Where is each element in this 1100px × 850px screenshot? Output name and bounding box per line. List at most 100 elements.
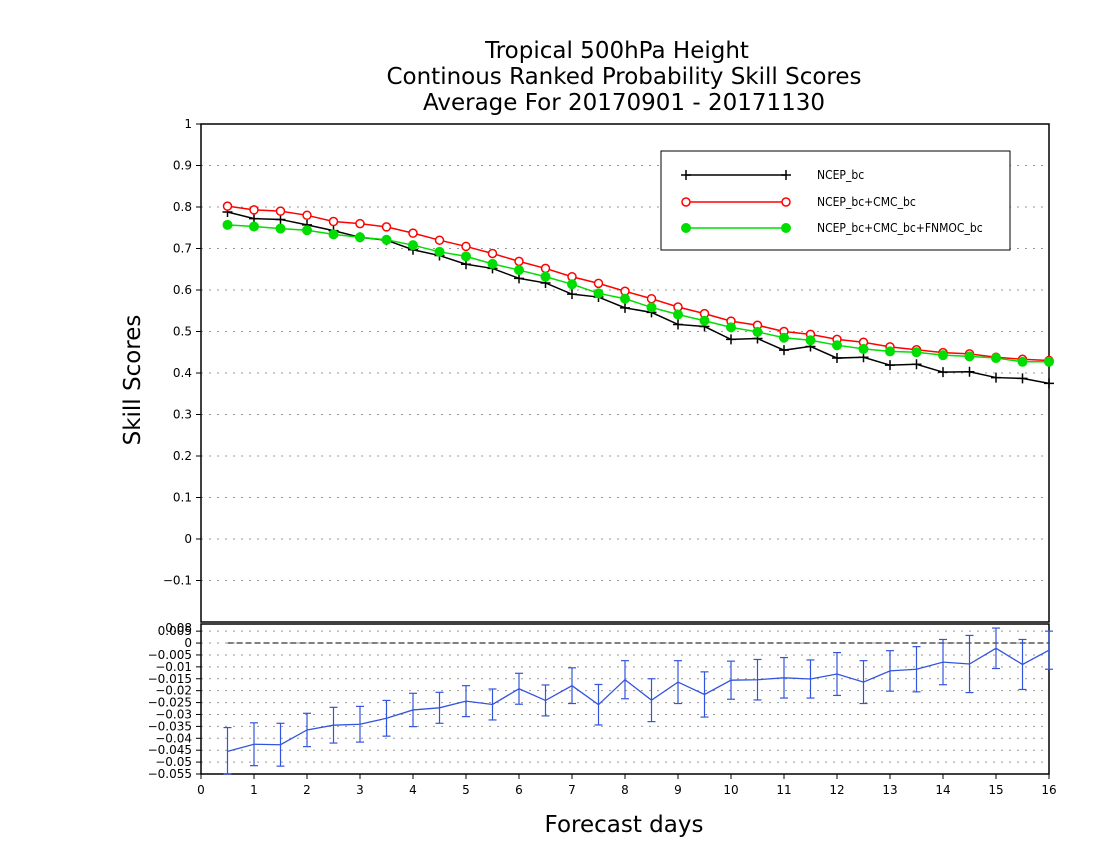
data-point [673,309,683,320]
data-point [964,351,975,362]
chart-title-line-3: Average For 20170901 - 20171130 [423,90,825,116]
data-point [302,210,312,221]
data-point [540,263,551,274]
y-tick-label: −0.055 [148,767,192,781]
legend-marker [781,170,791,180]
data-point [434,235,445,245]
data-point [646,293,657,304]
data-point [275,206,286,216]
data-point [249,205,259,215]
data-point [355,218,365,229]
data-point [302,225,312,236]
data-point [885,360,895,371]
y-tick-label: 0.8 [173,200,192,214]
difference-line [227,647,1050,753]
y-tick-label: 0 [184,636,192,650]
y-tick-label: −0.02 [155,684,192,698]
y-tick-label: 0.2 [173,449,192,463]
data-point [567,289,577,300]
data-point [832,340,842,351]
x-tick-label: 16 [1041,783,1056,797]
data-point [514,256,524,267]
data-point [328,229,339,240]
y-axis-label: Skill Scores [120,315,146,446]
y-tick-label: −0.05 [155,755,192,769]
data-point [408,228,418,238]
y-tick-label: −0.045 [148,743,192,757]
data-point [328,216,339,227]
y-tick-label: −0.015 [148,672,192,686]
y-tick-label-overlap: 0.08 [165,621,192,635]
data-point [514,265,524,276]
data-point [355,232,365,243]
x-tick-label: 7 [568,783,576,797]
data-point [1017,356,1028,367]
legend-marker [681,223,691,233]
data-point [381,234,392,245]
data-point [911,359,922,370]
x-tick-label: 13 [882,783,897,797]
data-point [593,278,604,289]
data-point [434,246,445,257]
x-tick-label: 3 [356,783,364,797]
x-tick-label: 14 [935,783,950,797]
data-point [381,222,392,232]
y-tick-label: 0.1 [173,491,192,505]
y-tick-label: −0.035 [148,719,192,733]
chart-title-line-2: Continous Ranked Probability Skill Score… [386,64,861,90]
legend-label-3: NCEP_bc+CMC_bc+FNMOC_bc [817,221,983,235]
legend-box [660,150,1011,251]
x-tick-label: 1 [250,783,258,797]
data-point [593,288,604,299]
data-point [487,258,498,269]
y-tick-label: −0.005 [148,648,192,662]
data-point [938,367,948,378]
x-tick-label: 2 [303,783,311,797]
top-series-group [222,201,1054,389]
data-point [911,347,922,358]
x-tick-label: 8 [621,783,629,797]
x-axis-label: Forecast days [545,812,704,838]
x-tick-label: 10 [723,783,738,797]
data-point [885,346,895,357]
data-point [673,319,683,330]
y-tick-label: −0.04 [155,731,192,745]
y-tick-label: 0.6 [173,283,192,297]
y-tick-label: 0 [184,532,192,546]
difference-series-group [223,627,1053,775]
x-tick-label: 0 [197,783,205,797]
data-point [858,343,869,354]
data-point [1017,373,1028,384]
top-y-axis: 1 0.9 0.8 0.7 0.6 0.5 0.4 0.3 0.2 0.1 0 −0.1 [163,117,201,588]
y-tick-label: 0.7 [173,242,192,256]
legend: NCEP_bc NCEP_bc+CMC_bc NCEP_bc+CMC_bc+FNMO… [660,150,1011,251]
legend-marker [681,170,691,180]
data-point [461,241,471,252]
data-point [222,201,233,211]
data-point [275,214,286,225]
x-axis: 0 1 2 3 4 5 6 7 8 9 10 11 12 13 14 15 16 [197,774,1057,797]
y-tick-label: −0.1 [163,574,192,588]
legend-marker [781,197,791,207]
data-point [964,366,975,377]
data-point [991,372,1001,383]
data-point [938,350,948,361]
data-point [408,240,418,251]
y-tick-label: 0.005 [158,624,192,638]
x-tick-label: 6 [515,783,523,797]
data-point [567,279,577,290]
data-point [620,302,630,313]
data-point [805,335,816,346]
x-tick-label: 15 [988,783,1003,797]
x-tick-label: 12 [829,783,844,797]
y-tick-label: −0.025 [148,696,192,710]
y-tick-label: −0.03 [155,707,192,721]
chart-title-line-1: Tropical 500hPa Height [484,38,749,64]
data-point [222,219,233,230]
legend-marker [781,223,791,233]
y-tick-label: 0.4 [173,366,192,380]
y-tick-label: 1 [184,117,192,131]
data-point [487,248,498,259]
data-point [1044,378,1054,389]
data-point [779,332,789,343]
